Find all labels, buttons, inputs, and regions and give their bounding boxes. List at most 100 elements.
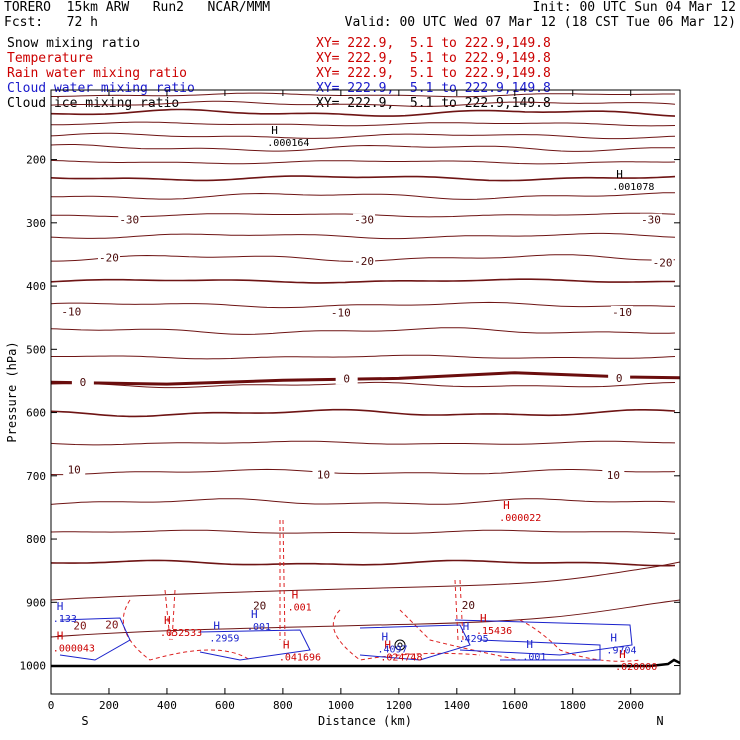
isotherm-label-bg (60, 305, 83, 318)
isotherm-label: 20 (253, 599, 266, 612)
maximum-marker: H (503, 499, 510, 512)
field-name: Rain water mixing ratio (7, 66, 188, 81)
isotherm-label: -30 (119, 214, 139, 227)
rain-contour (164, 589, 176, 641)
rain-contour (279, 519, 286, 641)
maximum-marker: H (384, 639, 391, 652)
maximum-value-label: .000164 (267, 138, 309, 149)
maximum-marker: H (283, 639, 290, 652)
cloud-water-contour (199, 629, 311, 661)
terrain-line (51, 658, 681, 668)
isotherm-label-bg (651, 256, 674, 269)
isotherm-label: 0 (616, 372, 623, 385)
isotherm-label-bg (608, 371, 631, 384)
maximum-value-label: .15436 (476, 626, 512, 637)
isotherm-line (50, 132, 676, 140)
maximum-value-label: .000022 (499, 513, 541, 524)
maximum-marker: H (526, 638, 533, 651)
maximum-value-label: .000043 (53, 644, 95, 655)
zero-isotherm-line (50, 371, 681, 386)
maximum-value-label: .001078 (612, 182, 654, 193)
isotherm-label: -10 (61, 305, 81, 318)
y-tick-label: 400 (26, 280, 46, 293)
maximum-marker: H (610, 632, 617, 645)
isotherm-label: 10 (317, 469, 330, 482)
maximum-value-label: .024748 (380, 653, 422, 664)
maximum-marker: H (480, 612, 487, 625)
x-tick-label: 1600 (502, 699, 529, 712)
maximum-marker: H (381, 630, 388, 643)
isotherm-label-bg (248, 599, 271, 612)
maximum-value-label: .133 (53, 614, 77, 625)
rain-contour (399, 609, 521, 661)
isotherm-label-bg (71, 376, 94, 389)
isotherm-label: -20 (99, 252, 119, 265)
isotherm-label: 10 (68, 463, 81, 476)
contour-label: 20 (105, 618, 118, 631)
x-tick-label: 1200 (386, 699, 413, 712)
isotherm-line (50, 327, 676, 335)
maximum-marker: H (251, 608, 258, 621)
isotherm-label-bg (329, 306, 352, 319)
maximum-value-label: .001 (522, 652, 546, 663)
x-tick-label: 200 (99, 699, 119, 712)
maximum-marker: H (164, 614, 171, 627)
y-tick-label: 600 (26, 407, 46, 420)
maximum-value-label: .020000 (615, 662, 657, 673)
south-label: S (81, 714, 88, 728)
isotherm-line (50, 561, 681, 601)
y-tick-label: 800 (26, 533, 46, 546)
isotherm-line (51, 192, 675, 200)
maximum-value-label: .2959 (209, 634, 239, 645)
maximum-marker: H (616, 168, 623, 181)
isotherm-label-bg (312, 468, 335, 481)
isotherm-line (50, 529, 676, 534)
isotherm-line (50, 440, 676, 446)
isotherm-label: -20 (354, 255, 374, 268)
maximum-marker: H (57, 630, 64, 643)
isotherm-label-bg (457, 598, 480, 611)
x-tick-label: 1400 (444, 699, 471, 712)
plot-frame (50, 89, 681, 695)
isotherm-line (51, 92, 675, 98)
isotherm-label-bg (63, 463, 86, 476)
cloud-water-contour (359, 624, 471, 661)
field-name: Temperature (7, 51, 94, 66)
isotherm-label-bg (611, 305, 634, 318)
isotherm-line (51, 121, 676, 127)
isotherm-label: -10 (612, 306, 632, 319)
rain-contour (122, 599, 251, 661)
x-tick-label: 2000 (617, 699, 644, 712)
forecast-hour: Fcst: 72 h (4, 15, 98, 30)
field-xy-range: XY= 222.9, 5.1 to 222.9,149.8 (316, 51, 551, 66)
isotherm-line (50, 408, 676, 418)
cloud-ice-contour (394, 639, 406, 651)
init-time: Init: 00 UTC Sun 04 Mar 12 (532, 0, 737, 15)
isotherm-line (50, 144, 676, 152)
cloud-water-contour (59, 617, 131, 661)
y-tick-label: 300 (26, 217, 46, 230)
isotherm-line (50, 100, 676, 107)
maximum-marker: H (292, 589, 299, 602)
cloud-water-contour (454, 619, 633, 656)
x-tick-label: 1800 (560, 699, 587, 712)
maximum-value-label: .041696 (279, 653, 321, 664)
field-name: Cloud water mixing ratio (7, 81, 195, 96)
field-xy-range: XY= 222.9, 5.1 to 222.9,149.8 (316, 36, 551, 51)
maximum-marker: H (57, 600, 64, 613)
contour-label: 20 (73, 620, 86, 633)
field-name: Snow mixing ratio (7, 36, 141, 51)
maximum-value-label: .052533 (160, 628, 202, 639)
isotherm-label: 10 (607, 469, 620, 482)
rain-contour (519, 619, 641, 662)
y-axis-title: Pressure (hPa) (5, 341, 19, 442)
y-tick-label: 500 (26, 343, 46, 356)
y-tick-label: 200 (26, 154, 46, 167)
isotherm-label-bg (353, 254, 376, 267)
rain-contour (332, 609, 481, 661)
x-tick-label: 800 (273, 699, 293, 712)
isotherm-label-bg (97, 251, 120, 264)
isotherm-label-bg (353, 213, 376, 226)
cloud-water-contour (479, 639, 601, 661)
